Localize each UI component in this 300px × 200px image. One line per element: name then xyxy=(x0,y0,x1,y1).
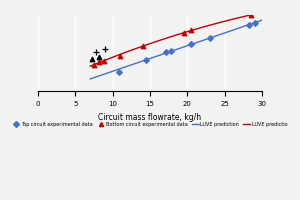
Point xyxy=(252,21,257,24)
Point xyxy=(118,54,122,57)
Point xyxy=(94,50,99,54)
Point xyxy=(189,29,194,32)
Point xyxy=(164,50,169,54)
Point xyxy=(248,13,253,17)
Point xyxy=(103,48,108,51)
Point xyxy=(207,36,212,40)
Point xyxy=(144,58,149,61)
Point xyxy=(169,50,173,53)
Point xyxy=(92,63,96,66)
X-axis label: Circuit mass flowrate, kg/h: Circuit mass flowrate, kg/h xyxy=(98,113,202,122)
Point xyxy=(97,55,102,59)
Point xyxy=(246,24,251,27)
Point xyxy=(97,60,102,64)
Legend: Top circuit experimental data, Bottom circuit experimental data, LUVE prediction: Top circuit experimental data, Bottom ci… xyxy=(11,120,289,129)
Point xyxy=(101,59,106,62)
Point xyxy=(189,43,194,46)
Point xyxy=(116,71,121,74)
Point xyxy=(89,57,94,60)
Point xyxy=(181,31,186,34)
Point xyxy=(140,44,145,47)
